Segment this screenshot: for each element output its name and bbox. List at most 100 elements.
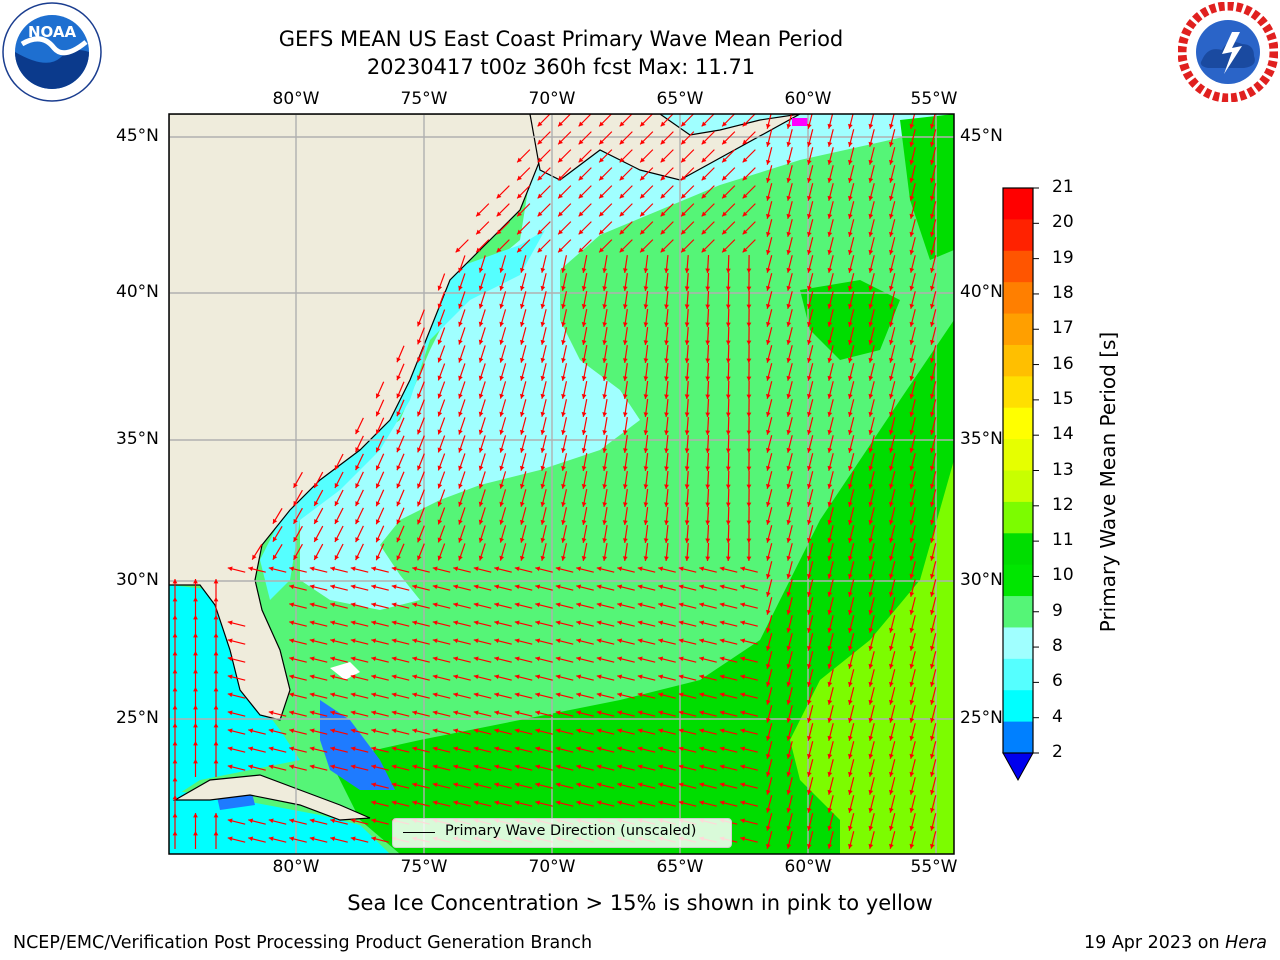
wave-direction-arrow (375, 465, 381, 471)
wave-direction-arrow (719, 746, 725, 752)
wave-direction-arrow (640, 229, 645, 235)
wave-direction-arrow (766, 735, 771, 741)
wave-direction-arrow (599, 193, 604, 199)
wave-direction-arrow (637, 782, 643, 788)
latitude-label-right: 45°N (960, 126, 1003, 146)
wave-direction-arrow (848, 393, 853, 399)
wave-direction-arrow (848, 501, 853, 507)
wave-direction-arrow (807, 465, 812, 471)
wave-direction-arrow (494, 710, 500, 716)
wave-direction-arrow (289, 638, 295, 644)
wave-direction-arrow (412, 710, 418, 716)
wave-direction-arrow (719, 728, 725, 734)
wave-direction-arrow (540, 375, 546, 381)
wave-direction-arrow (227, 728, 233, 734)
wave-direction-arrow (561, 339, 566, 345)
wave-direction-arrow (453, 602, 459, 608)
wave-direction-arrow (684, 286, 690, 291)
wave-direction-arrow (766, 141, 771, 147)
colorbar-segment (1003, 313, 1033, 346)
wave-direction-arrow (473, 728, 479, 734)
wave-direction-arrow (248, 764, 254, 770)
wave-direction-arrow (453, 638, 459, 644)
wave-direction-arrow (578, 121, 584, 127)
wave-direction-arrow (889, 825, 894, 831)
wave-direction-arrow (268, 836, 274, 842)
wave-direction-arrow (807, 591, 812, 597)
wave-direction-arrow (664, 556, 669, 561)
wave-direction-arrow (660, 247, 666, 253)
wave-direction-arrow (581, 322, 587, 327)
wave-direction-arrow (330, 638, 336, 644)
wave-direction-arrow (578, 139, 584, 145)
wave-direction-arrow (807, 807, 812, 813)
wave-direction-arrow (268, 818, 274, 824)
wave-direction-arrow (473, 746, 479, 752)
latitude-label-right: 40°N (960, 282, 1003, 302)
colorbar-tick-label: 2 (1052, 742, 1063, 762)
wave-direction-arrow (289, 620, 295, 626)
wave-direction-arrow (930, 807, 935, 813)
wave-direction-arrow (473, 602, 479, 608)
wave-direction-arrow (396, 429, 401, 435)
wave-direction-arrow (699, 620, 705, 626)
wave-direction-arrow (705, 322, 711, 327)
wave-direction-arrow (637, 728, 643, 734)
wave-direction-arrow (417, 555, 422, 561)
wave-direction-arrow (371, 692, 377, 698)
wave-direction-arrow (622, 322, 628, 327)
wave-direction-arrow (458, 267, 463, 273)
colorbar-tick-label: 14 (1052, 424, 1074, 445)
wave-direction-arrow (555, 638, 561, 644)
wave-direction-arrow (637, 566, 643, 572)
wave-direction-arrow (350, 692, 356, 698)
wave-direction-arrow (740, 692, 746, 698)
wave-direction-arrow (643, 322, 649, 327)
wave-direction-arrow (453, 566, 459, 572)
wave-direction-arrow (664, 358, 669, 363)
map-legend: Primary Wave Direction (unscaled) (392, 818, 732, 848)
wave-direction-arrow (725, 340, 731, 345)
wave-direction-arrow (930, 303, 935, 309)
wave-direction-arrow (909, 267, 915, 273)
wave-direction-arrow (678, 710, 684, 716)
wave-direction-arrow (786, 681, 792, 687)
wave-direction-arrow (827, 753, 833, 759)
wave-direction-arrow (578, 211, 584, 217)
zone-cyan-gulf (169, 585, 300, 800)
wave-direction-arrow (494, 584, 500, 590)
wave-direction-arrow (746, 340, 752, 345)
wave-direction-arrow (740, 584, 746, 590)
wave-direction-arrow (868, 681, 874, 687)
wave-direction-arrow (868, 483, 874, 489)
sea-ice-note: Sea Ice Concentration > 15% is shown in … (347, 891, 933, 915)
wave-direction-arrow (827, 501, 833, 507)
wave-direction-arrow (807, 375, 812, 381)
wave-direction-arrow (889, 717, 894, 723)
wave-direction-arrow (519, 555, 525, 561)
wave-direction-arrow (722, 247, 727, 253)
wave-direction-arrow (248, 836, 254, 842)
wave-direction-arrow (827, 141, 833, 147)
wave-direction-arrow (827, 393, 833, 399)
wave-direction-arrow (868, 213, 874, 219)
wave-direction-arrow (289, 656, 295, 662)
wave-direction-arrow (660, 139, 666, 145)
wave-direction-arrow (617, 584, 623, 590)
wave-direction-arrow (766, 825, 771, 831)
wave-direction-arrow (330, 764, 336, 770)
wave-direction-arrow (766, 519, 771, 525)
wave-direction-arrow (330, 818, 336, 824)
wave-direction-arrow (396, 393, 401, 399)
wave-direction-arrow (909, 753, 915, 759)
wave-direction-arrow (807, 159, 812, 165)
wave-direction-arrow (437, 483, 443, 489)
wave-direction-arrow (622, 358, 628, 363)
wave-direction-arrow (930, 789, 935, 795)
latitude-label-right: 30°N (960, 570, 1003, 590)
wave-direction-arrow (514, 620, 520, 626)
wave-direction-arrow (499, 519, 505, 525)
wave-direction-arrow (596, 710, 602, 716)
wave-direction-arrow (678, 620, 684, 626)
wave-direction-arrow (537, 211, 543, 217)
